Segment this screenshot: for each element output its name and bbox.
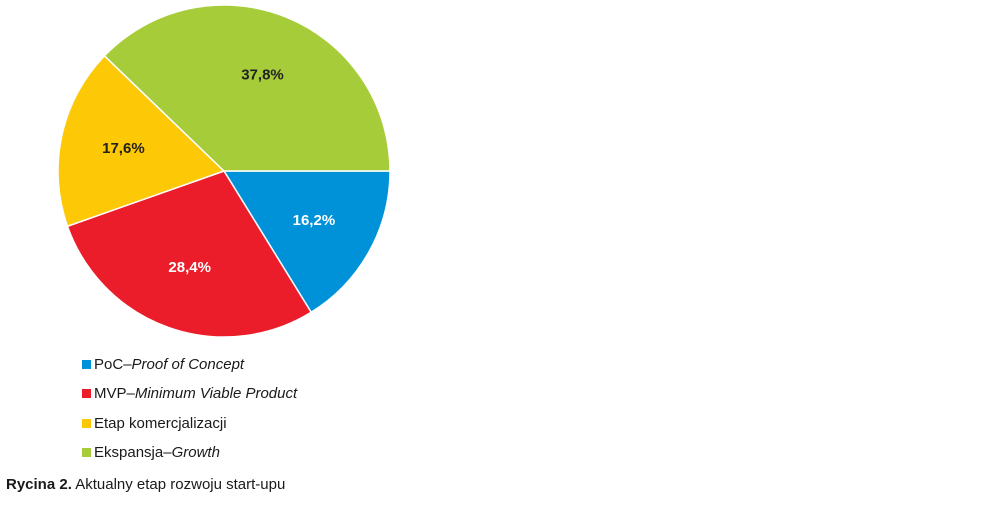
legend-item-mvp: MVP – Minimum Viable Product [82, 379, 297, 408]
legend-swatch-commercialization [82, 418, 91, 428]
legend-item-expansion: Ekspansja – Growth [82, 438, 297, 467]
legend: PoC – Proof of Concept MVP – Minimum Via… [82, 350, 297, 467]
legend-label-commercialization: Etap komercjalizacji [94, 414, 227, 432]
legend-swatch-mvp [82, 389, 91, 399]
pie-slice-poc [223, 170, 391, 314]
legend-item-commercialization: Etap komercjalizacji [82, 409, 297, 438]
legend-label-poc: PoC [94, 356, 124, 374]
legend-separator: – [123, 356, 132, 374]
legend-separator: – [126, 385, 135, 403]
legend-label-poc-italic: Proof of Concept [131, 356, 245, 374]
pie-label-commercialization: 17,6% [102, 140, 145, 157]
legend-label-expansion-italic: Growth [171, 444, 220, 462]
pie-label-poc: 16,2% [293, 212, 336, 229]
pie-data-labels: 16,2% 28,4% 17,6% 37,8% [102, 66, 335, 276]
figure-caption-label: Rycina 2. [6, 476, 72, 493]
pie-slice-mvp [66, 170, 312, 338]
legend-swatch-poc [82, 360, 91, 370]
pie-label-expansion: 37,8% [241, 66, 284, 83]
legend-label-expansion: Ekspansja [94, 444, 164, 462]
legend-item-poc: PoC – Proof of Concept [82, 350, 297, 379]
figure-caption-text: Aktualny etap rozwoju start-upu [71, 476, 286, 493]
legend-label-mvp-italic: Minimum Viable Product [134, 385, 298, 403]
legend-separator: – [163, 444, 172, 462]
pie-slice-expansion [103, 4, 391, 172]
figure-caption: Rycina 2. Aktualny etap rozwoju start-up… [6, 476, 285, 493]
pie-slice-commercialization [57, 55, 225, 227]
pie-slices [57, 4, 391, 338]
legend-swatch-expansion [82, 448, 91, 458]
pie-label-mvp: 28,4% [168, 259, 211, 276]
legend-label-mvp: MVP [94, 385, 127, 403]
